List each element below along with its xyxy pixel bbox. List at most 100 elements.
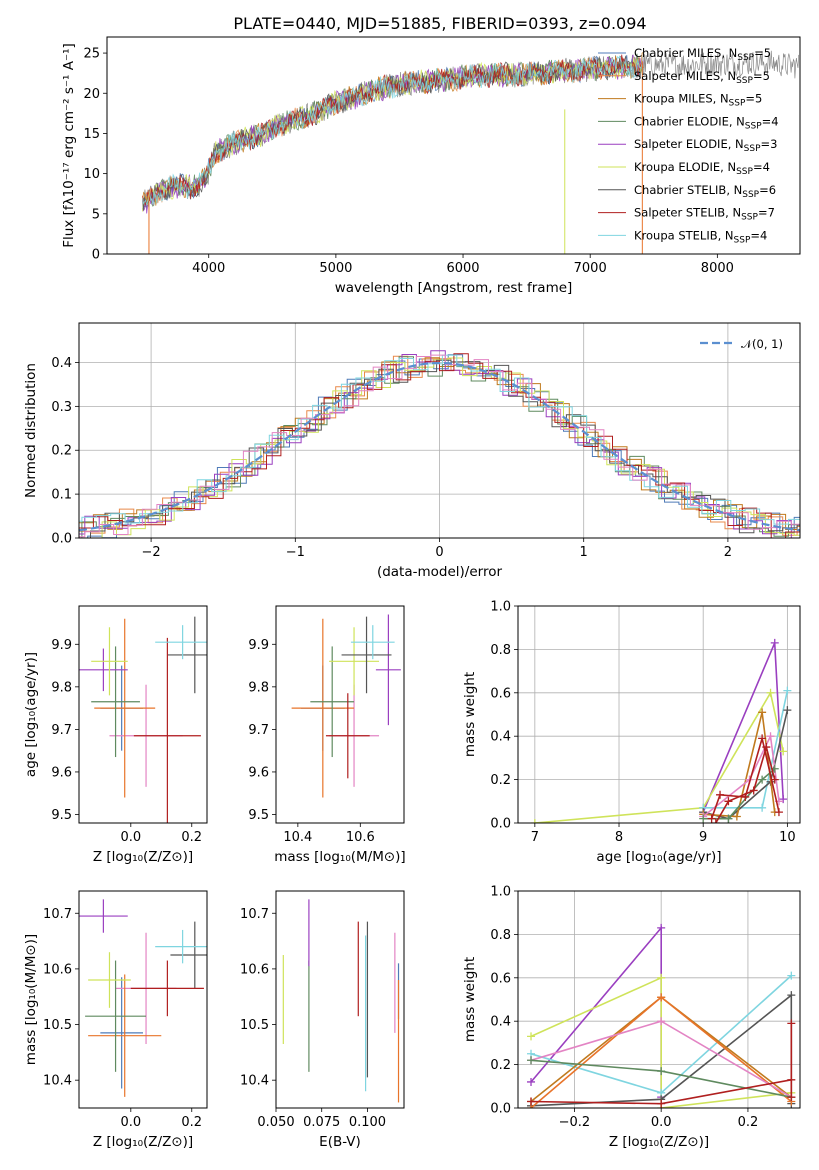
y-tick-label: 0.2 [490,1058,511,1073]
x-tick-label: 0.075 [303,1115,340,1130]
point-marker-pink [766,732,775,741]
x-tick-label: 10.4 [283,830,312,845]
y-tick-label: 9.5 [51,808,72,823]
y-tick-label: 10.4 [240,1074,269,1089]
legend-label: Kroupa MILES, NSSP=5 [634,92,762,109]
legend-label-sub: SSP [741,213,758,223]
x-tick-label: 8 [615,830,623,845]
axes-frame [517,890,801,1109]
x-axis-label: Z [log₁₀(Z/Z⊙)] [93,1134,193,1150]
point-marker-kroupa_elodie [766,688,775,697]
y-tick-label: 10.6 [240,962,269,977]
x-tick-label: 0.0 [120,830,141,845]
point-marker-salpeter_stelib [787,1075,796,1084]
y-tick-label: 0.2 [51,444,72,459]
legend-label-main: Chabrier STELIB, N [634,183,742,197]
legend-label-tail: =3 [761,137,778,151]
mass_weight_vs_age-series [530,638,792,823]
point-marker-chabrier_elodie [724,814,733,823]
y-axis-label: mass [log₁₀(M/M⊙)] [23,934,39,1065]
x-tick-label: 8000 [701,261,734,276]
mass_vs_ebv-points [282,899,400,1103]
legend-label-tail: =5 [745,92,762,106]
point-marker-orange [657,993,666,1002]
mass_weight_vs_age-panel: 7 8 9 10 0.0 0.2 0.4 0.6 0.8 1.0 age [log₁₀(age/yr… [462,600,801,865]
legend-label-main: Salpeter STELIB, N [634,206,741,220]
point-marker-kroupa_elodie [527,1032,536,1041]
y-tick-label: 10.5 [240,1018,269,1033]
x-tick-label: 0.050 [257,1115,294,1130]
y-tick-label: 10 [83,167,100,182]
x-tick-label: −0.2 [559,1115,591,1130]
legend-label-tail: =6 [759,183,776,197]
x-tick-label: 0.2 [738,1115,759,1130]
residuals-panel: −2 −1 0 1 2 0.0 0.1 0.2 0.3 0.4 (data-model)/error… [23,322,801,580]
y-tick-label: 9.6 [51,765,72,780]
x-tick-label: 0.2 [181,1115,202,1130]
mass_vs_z-points [79,899,207,1097]
residual-histogram-salpeter_miles [79,355,800,536]
y-tick-label: 1.0 [490,885,511,900]
spectrum-panel: 4000 5000 6000 7000 8000 0 5 10 15 20 25 wavelength… [61,36,801,296]
point-marker-chabrier_elodie [527,1056,536,1065]
x-tick-label: 0.0 [120,1115,141,1130]
residual-histogram-pink [79,354,800,538]
y-tick-label: 5 [92,207,100,222]
age_vs_mass-points [291,614,401,798]
y-tick-label: 0.1 [51,488,72,503]
point-marker-salpeter_stelib [758,734,767,743]
point-marker-kroupa_stelib [783,686,792,695]
y-tick-label: 0.8 [490,928,511,943]
legend-label-tail: =5 [753,69,770,83]
point-marker-salpeter_stelib [787,1019,796,1028]
axes-frame [275,890,405,1109]
x-tick-label: 10.6 [346,830,375,845]
legend-label-tail: =4 [762,114,779,128]
legend-label: Chabrier MILES, NSSP=5 [634,46,771,63]
y-tick-label: 0.8 [490,643,511,658]
point-marker-salpeter_elodie [527,1077,536,1086]
legend-label-sub: SSP [742,190,759,200]
point-marker-salpeter_stelib [749,786,758,795]
legend-label-main: Kroupa MILES, N [634,92,729,106]
mass_vs_z-panel: 0.0 0.2 10.4 10.5 10.6 10.7 Z [log₁₀(Z/Z⊙)] mas… [23,890,208,1150]
point-marker-salpeter_stelib [787,1093,796,1102]
x-axis-label: (data-model)/error [377,564,503,580]
y-tick-label: 1.0 [490,600,511,615]
y-tick-label: 0.0 [490,817,511,832]
y-tick-label: 0.4 [490,1015,511,1030]
residual-histograms [79,350,800,538]
point-marker-kroupa_miles [732,812,741,821]
legend-label: Chabrier STELIB, NSSP=6 [634,183,776,200]
mass_weight_vs_z-series [527,923,796,1108]
y-tick-label: 10.6 [43,962,72,977]
mass_vs_ebv-panel: 0.050 0.075 0.100 10.4 10.5 10.6 10.7 E(B-V) [240,890,405,1150]
legend-label-main: Kroupa STELIB, N [634,228,734,242]
y-axis-label: mass weight [462,672,478,757]
age_vs_mass-panel: 10.4 10.6 9.5 9.6 9.7 9.8 9.9 mass [log₁₀(M/M⊙)… [248,605,406,865]
legend-label: Salpeter STELIB, NSSP=7 [634,206,775,223]
x-tick-label: 0 [435,545,443,560]
x-axis-label: age [log₁₀(age/yr)] [596,849,721,865]
x-tick-label: −1 [286,545,305,560]
y-tick-label: 9.5 [248,808,269,823]
legend-label-tail: =4 [750,228,767,242]
age_vs_z-panel: 0.0 0.2 9.5 9.6 9.7 9.8 9.9 Z [log₁₀(Z/Z⊙)] age … [23,605,208,865]
point-marker-kroupa_stelib [758,803,767,812]
point-marker-salpeter_stelib [724,797,733,806]
point-marker-salpeter_stelib [774,808,783,817]
y-tick-label: 0.2 [490,773,511,788]
x-axis-label: mass [log₁₀(M/M⊙)] [274,849,405,865]
x-tick-label: 1 [580,545,588,560]
x-axis-label: Z [log₁₀(Z/Z⊙)] [93,849,193,865]
x-tick-label: 5000 [319,261,352,276]
legend-label: Salpeter ELODIE, NSSP=3 [634,137,777,154]
y-tick-label: 10.4 [43,1074,72,1089]
figure-title: PLATE=0440, MJD=51885, FIBERID=0393, z=0… [233,14,646,33]
y-tick-label: 10.7 [43,907,72,922]
point-marker-kroupa_stelib [787,971,796,980]
residual-histogram-kroupa_elodie [79,357,800,538]
x-axis-label: E(B-V) [319,1134,361,1150]
point-marker-kroupa_miles [758,708,767,717]
